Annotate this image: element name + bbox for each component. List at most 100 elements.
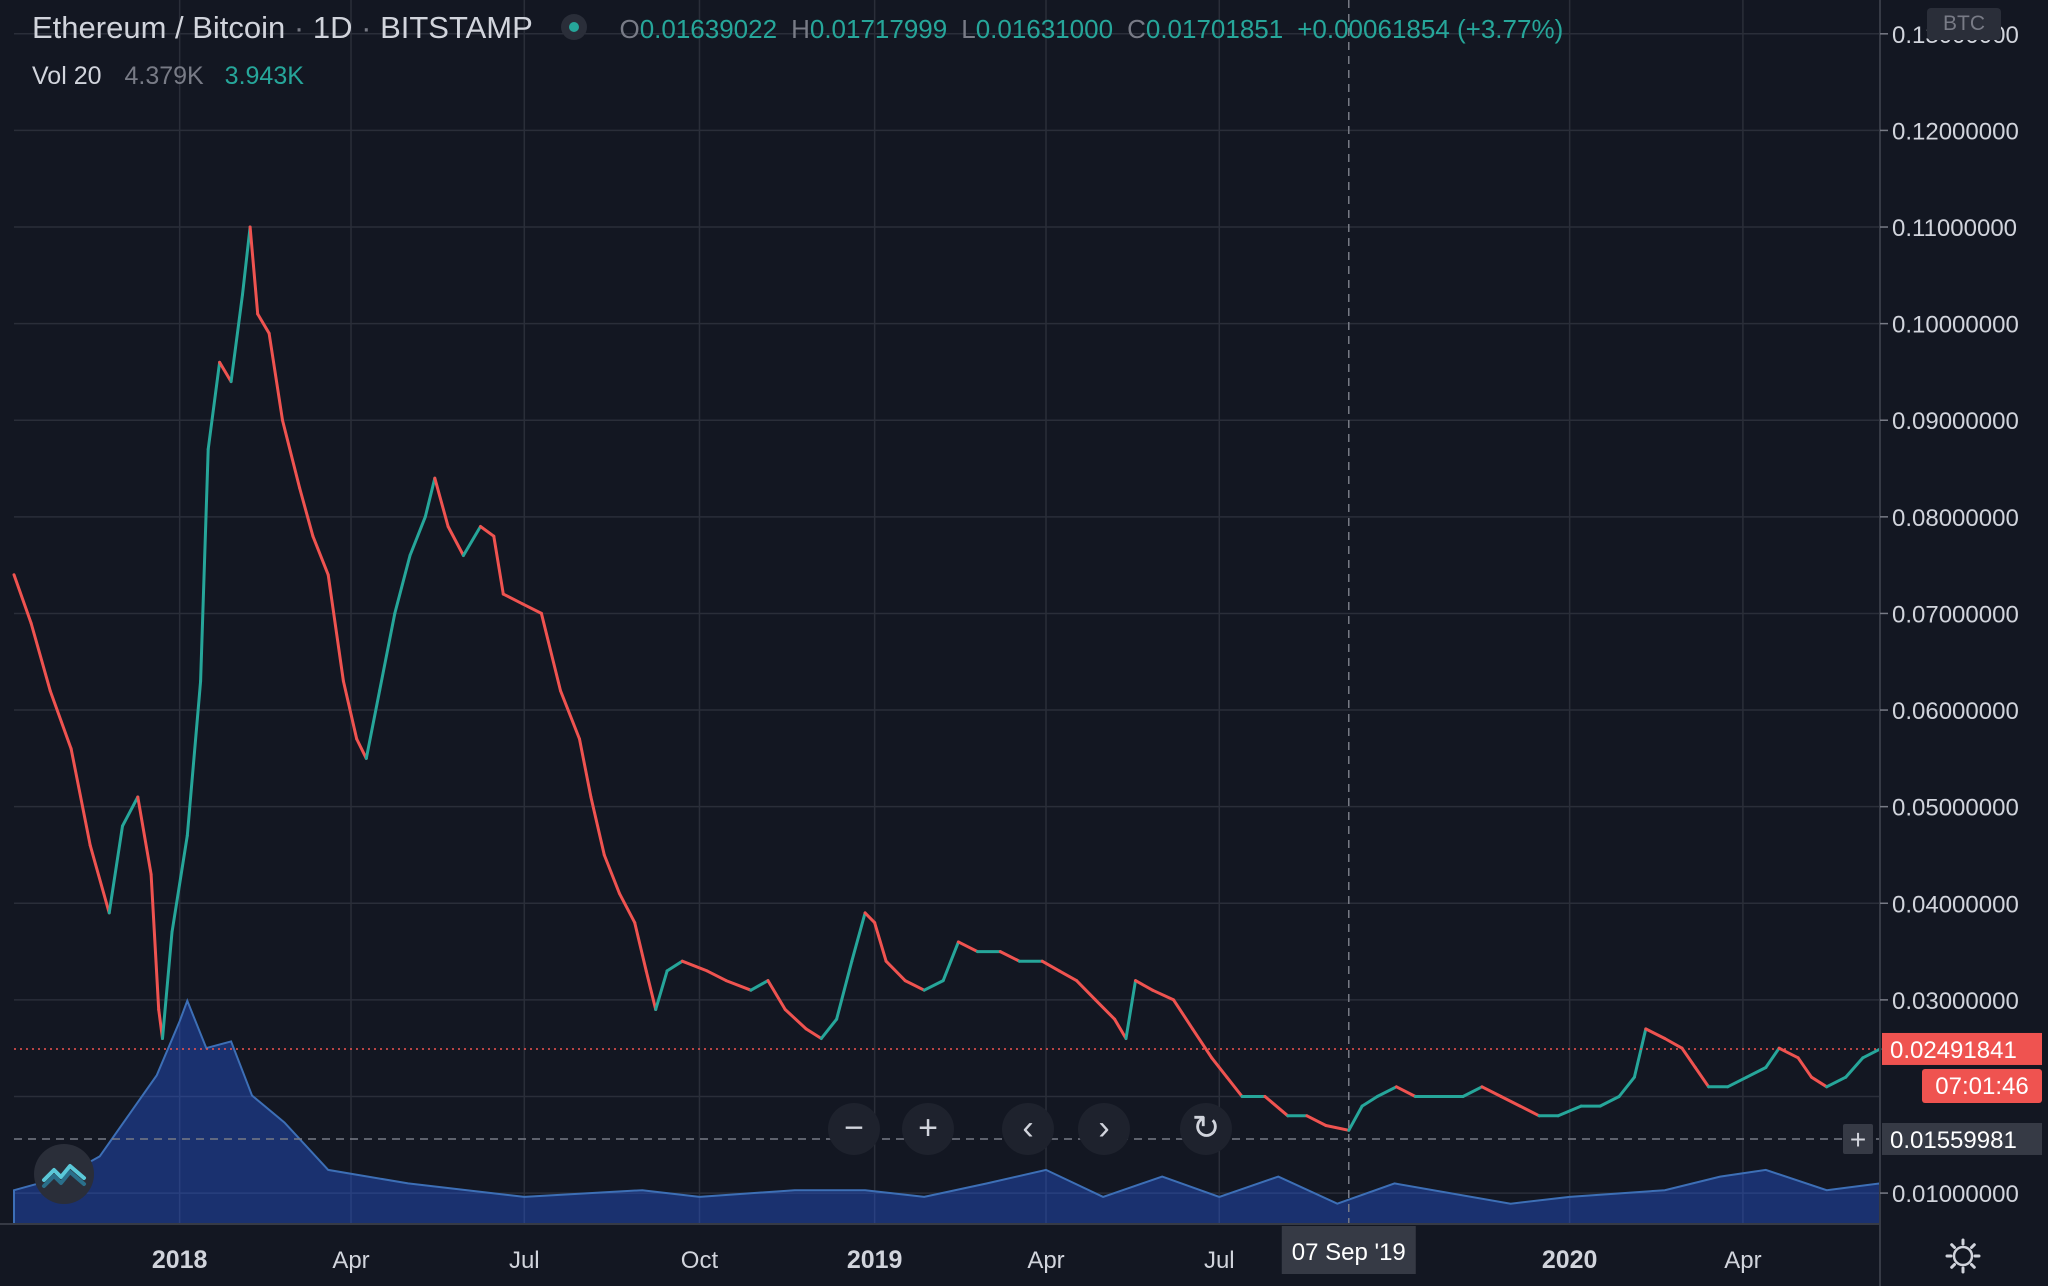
price-line-segment [1777,1046,1800,1060]
close-value: 0.01701851 [1145,14,1284,44]
price-line-segment [618,892,637,925]
price-line-segment [199,447,210,683]
gear-tooth [1950,1263,1956,1269]
volume-legend[interactable]: Vol 20 4.379K 3.943K [32,62,304,91]
price-line-segment [941,940,960,983]
price-line-segment [12,573,33,625]
price-line-segment [819,1017,839,1040]
price-line-segment [1663,1037,1684,1050]
price-line-segment [364,689,382,760]
x-tick-label: Jul [509,1247,540,1274]
price-line-segment [1745,1066,1768,1079]
price-line-segment [281,418,302,490]
price-line-segment [170,834,189,934]
price-line-segment [185,679,203,838]
scroll-right-button[interactable]: › [1078,1103,1130,1155]
zoom-in-button[interactable]: + [902,1103,954,1155]
x-tick-label: 2020 [1542,1246,1598,1274]
symbol-header[interactable]: Ethereum / Bitcoin · 1D · BITSTAMP O0.01… [32,10,1564,45]
volume-label: Vol 20 [32,62,102,90]
scroll-left-button[interactable]: ‹ [1002,1103,1054,1155]
price-line-segment [724,979,753,992]
volume-area [13,998,1881,1225]
gear-tooth [1950,1243,1956,1249]
price-line-segment [1113,1017,1128,1040]
price-line-segment [267,331,284,422]
price-line-segment [520,602,543,615]
chart-overlays: 0.02491841 07:01:46 0.01559981 +07 Sep '19 [14,0,2042,1274]
price-line-segment [1556,1104,1583,1118]
price-line-segment [218,360,233,384]
price-line-segment [1057,969,1078,983]
price-line-segment [578,737,593,799]
crosshair-price-badge [1882,1122,2042,1155]
price-line-segment [393,554,412,615]
price-line-segment [766,979,787,1011]
price-line-segment [835,959,854,1021]
price-line-segment [922,979,945,992]
zoom-out-button[interactable]: − [828,1103,880,1155]
price-line-segment [1518,1104,1541,1118]
volume-ma-value: 4.379K [124,62,204,90]
y-tick-label: 0.08000000 [1892,505,2019,532]
price-line-segment [1151,988,1176,1002]
price-line-segment [311,534,330,577]
price-line-segment [1263,1095,1290,1118]
last-price-label: 0.02491841 [1890,1037,2017,1064]
settings-gear-icon[interactable] [1945,1238,1981,1274]
price-line-segment [1134,979,1155,992]
y-tick-label: 0.05000000 [1892,795,2019,822]
y-tick-label: 0.07000000 [1892,601,2019,628]
open-label: O [619,14,640,44]
y-tick-label: 0.10000000 [1892,312,2019,339]
add-alert-button[interactable] [1843,1123,1873,1154]
price-line-segment [492,534,505,596]
pair-name: Ethereum / Bitcoin [32,10,286,45]
price-line-segment [903,979,926,992]
change-value: +0.00061854 (+3.77%) [1297,14,1564,44]
interval-label: 1D [312,10,353,45]
low-label: L [961,14,976,44]
price-line-segment [863,911,877,925]
price-line-segment [1324,1124,1351,1132]
countdown-badge [1922,1068,2042,1103]
price-line-segment [241,225,252,297]
price-line-segment [705,969,728,983]
crosshair-date-label: 07 Sep '19 [1292,1239,1406,1266]
price-line-segment [1394,1085,1417,1098]
price-line-segment [873,921,888,963]
price-line-segment [161,930,174,1040]
price-line-segment [1305,1114,1328,1127]
x-tick-label: Oct [681,1247,719,1274]
price-line-segment [1040,959,1061,973]
price-line-segment [633,921,648,973]
high-value: 0.01717999 [809,14,948,44]
currency-badge[interactable]: BTC [1927,8,2001,40]
price-line-segment [341,679,359,741]
price-line-segment [1632,1027,1648,1079]
price-line-segment [48,689,73,751]
price-line-segment [433,476,450,528]
price-line-segment [69,747,92,847]
price-line-segment [355,737,368,760]
reset-chart-button[interactable]: ↻ [1180,1103,1232,1155]
price-line-segment [1693,1066,1711,1089]
price-line-segment [501,592,524,606]
price-line-segment [136,795,153,876]
price-line-segment [1191,1027,1214,1060]
crosshair-price-label: 0.01559981 [1890,1127,2017,1154]
price-line-segment [1210,1056,1229,1079]
volume-value: 3.943K [224,62,304,90]
close-label: C [1127,14,1146,44]
price-line-segment [1375,1085,1398,1098]
price-line-segment [1094,998,1117,1021]
price-line-segment [149,872,161,1011]
price-line-segment [121,795,140,828]
tradingview-logo-icon[interactable] [34,1144,94,1204]
price-line-segment [749,979,770,992]
price-line-segment [461,525,482,557]
plus-icon: + [1850,1124,1866,1155]
last-price-badge [1882,1032,2042,1065]
